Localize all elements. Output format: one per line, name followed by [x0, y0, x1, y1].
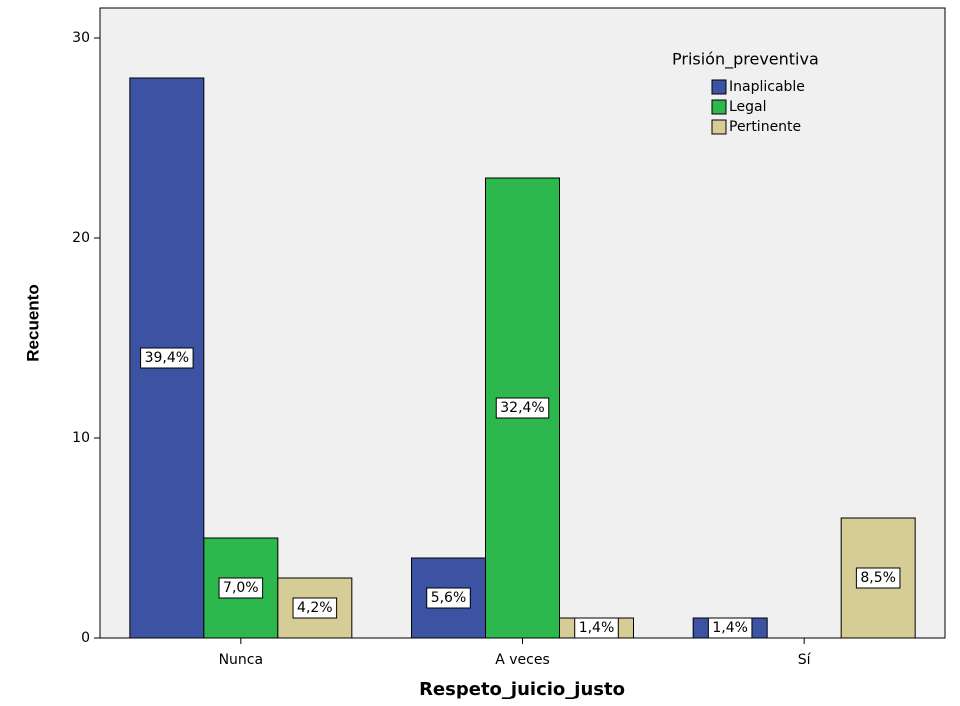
data-label-box	[140, 347, 194, 369]
y-tick-label: 0	[81, 630, 90, 646]
y-tick-label: 30	[72, 30, 90, 46]
data-label: 7,0%	[218, 577, 264, 599]
x-tick-label: A veces	[495, 652, 550, 668]
data-label-text: 5,6%	[431, 590, 467, 606]
data-label-text: 39,4%	[145, 350, 189, 366]
data-label: 32,4%	[495, 397, 550, 419]
data-label: 1,4%	[574, 617, 619, 639]
x-tick-label: Sí	[798, 652, 812, 668]
data-label-box	[495, 397, 550, 419]
data-label-text: 8,5%	[860, 570, 896, 586]
data-label: 4,2%	[292, 597, 338, 619]
data-label-box	[855, 567, 901, 589]
data-label-box	[292, 597, 338, 619]
legend-label: Inaplicable	[729, 79, 805, 95]
data-label: 39,4%	[140, 347, 194, 369]
data-label-box	[426, 587, 471, 609]
legend-swatch	[711, 99, 727, 115]
x-axis-label: Respeto_juicio_justo	[419, 679, 625, 700]
legend-label: Legal	[729, 99, 767, 115]
data-label-text: 7,0%	[223, 580, 259, 596]
data-label: 1,4%	[707, 617, 753, 639]
y-axis-label: Recuento	[23, 284, 42, 361]
y-tick-label: 10	[72, 430, 90, 446]
data-label-text: 1,4%	[712, 620, 748, 636]
data-label-text: 1,4%	[579, 620, 615, 636]
data-label-box	[707, 617, 753, 639]
y-tick-label: 20	[72, 230, 90, 246]
data-label-box	[574, 617, 619, 639]
data-label-box	[218, 577, 264, 599]
data-label: 5,6%	[426, 587, 471, 609]
x-tick-label: Nunca	[219, 652, 264, 668]
legend-swatch	[711, 119, 727, 135]
legend-title: Prisión_preventiva	[672, 50, 819, 70]
data-label: 8,5%	[855, 567, 901, 589]
legend-swatch	[711, 79, 727, 95]
data-label-text: 4,2%	[297, 600, 333, 616]
data-label-text: 32,4%	[500, 400, 544, 416]
legend-label: Pertinente	[729, 119, 801, 135]
